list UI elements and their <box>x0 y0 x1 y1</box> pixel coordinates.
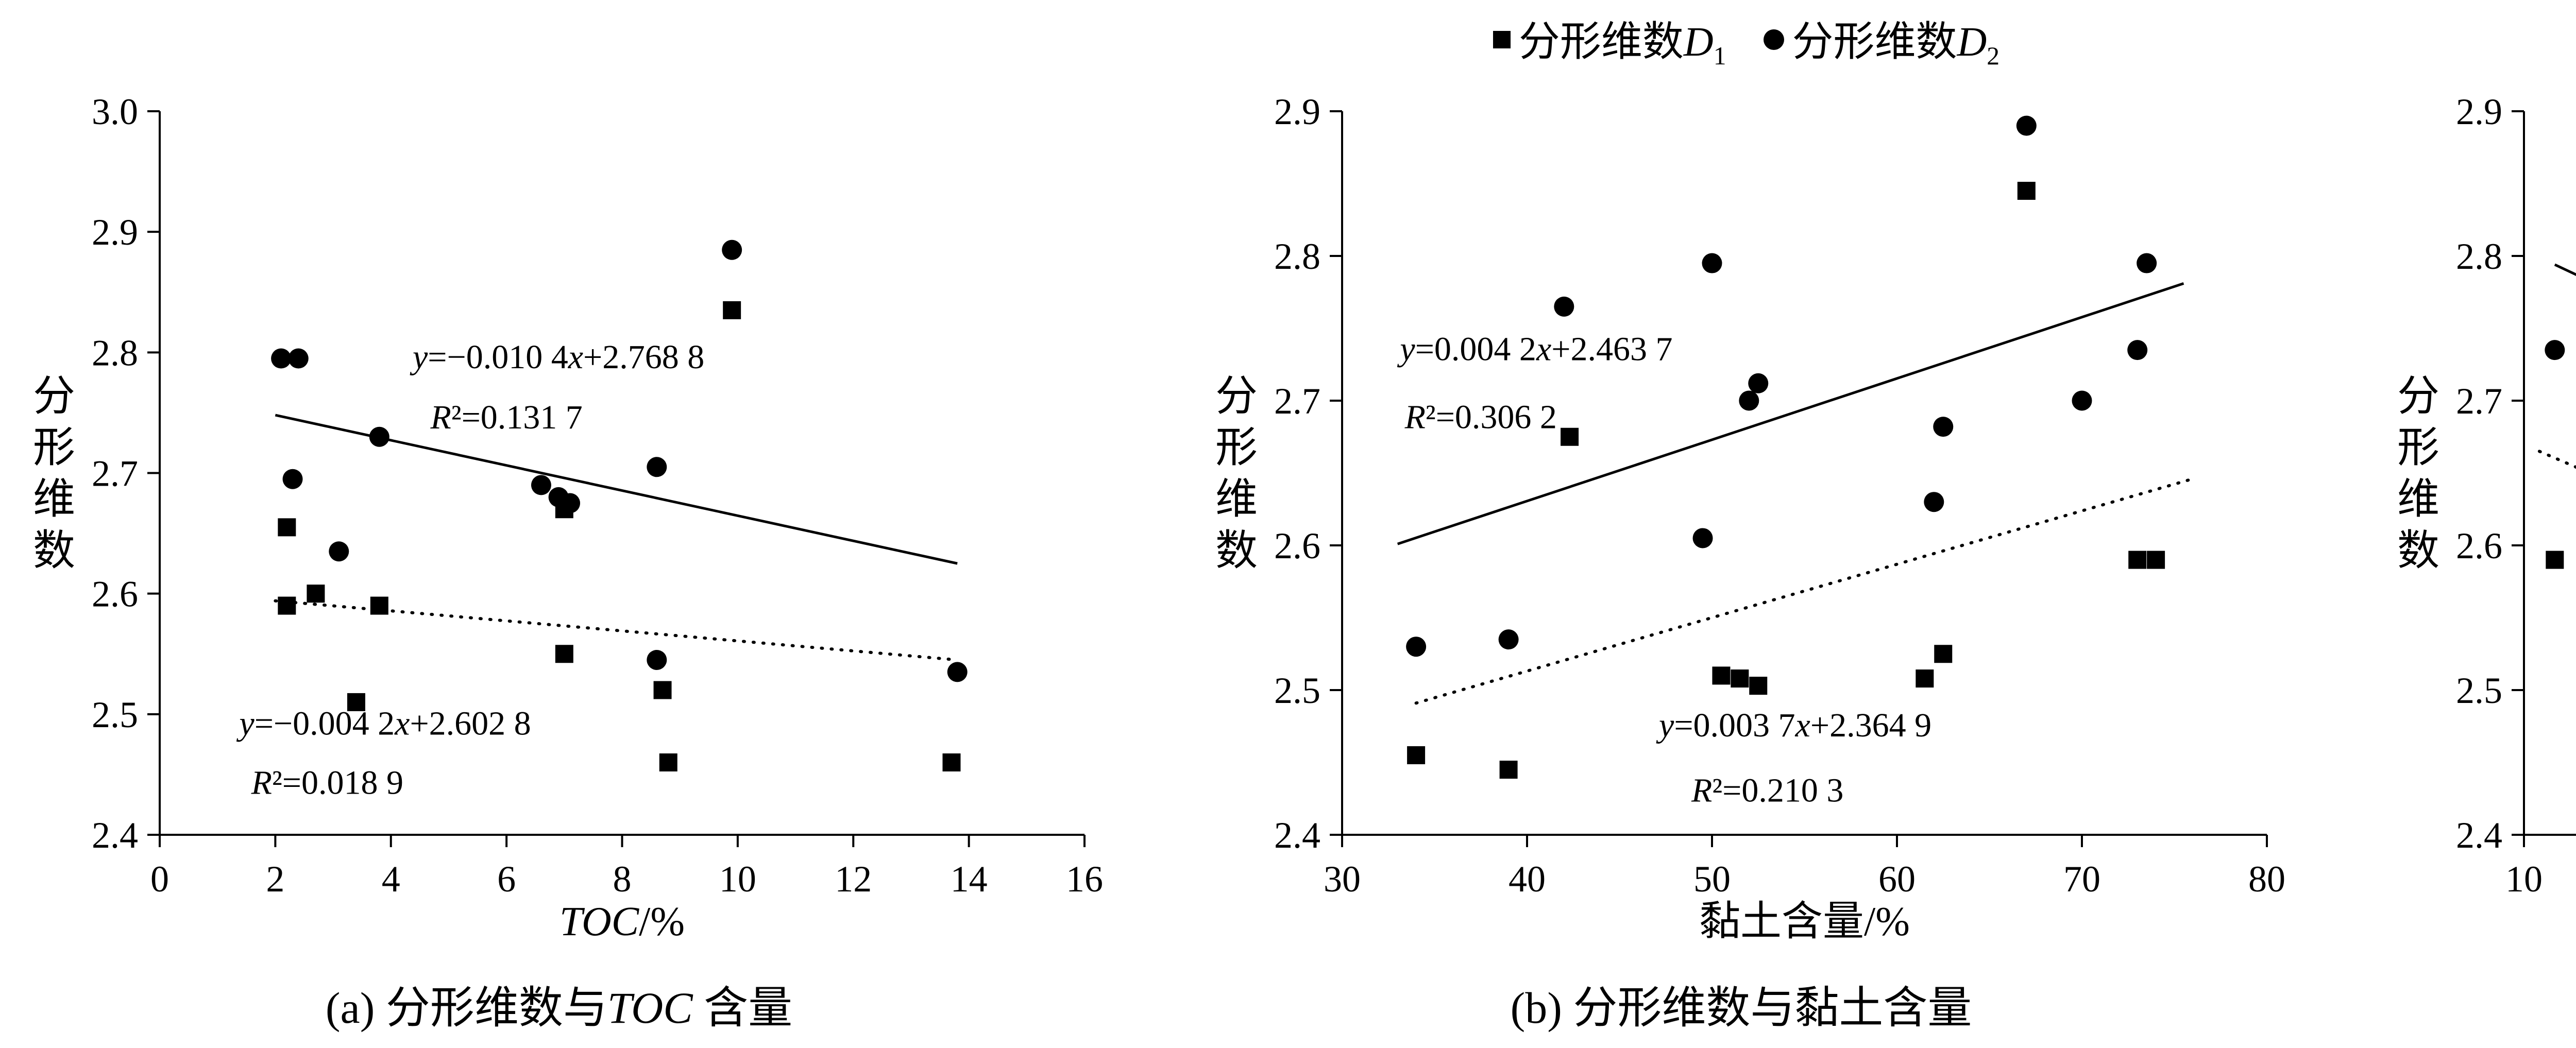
svg-text:12: 12 <box>835 858 872 900</box>
svg-text:R²=0.018 9: R²=0.018 9 <box>251 764 403 801</box>
svg-text:形: 形 <box>1215 424 1257 471</box>
svg-text:2.7: 2.7 <box>1274 381 1320 422</box>
tick-marks <box>2512 110 2525 847</box>
series-circle <box>1405 115 2157 657</box>
panel-a: 2.4 2.5 2.6 2.7 2.8 2.9 3.0 0 2 4 6 8 10 12 14 16 y=−0.0… <box>5 73 1113 1036</box>
svg-text:10: 10 <box>2505 858 2543 900</box>
fit-line-solid <box>2554 263 2576 276</box>
legend-item-d1: 分形维数D1 <box>1493 8 1726 71</box>
series-square <box>2546 551 2564 569</box>
svg-text:数: 数 <box>1215 527 1257 574</box>
svg-text:分: 分 <box>33 373 75 420</box>
svg-text:2.5: 2.5 <box>2456 670 2502 711</box>
svg-text:2.8: 2.8 <box>2456 236 2502 277</box>
fit-line-dotted <box>274 599 959 662</box>
svg-text:R²=0.210 3: R²=0.210 3 <box>1691 771 1843 809</box>
legend-item-d2: 分形维数D2 <box>1763 8 2000 71</box>
y-axis-label: 分形维数 <box>1215 373 1257 574</box>
charts-row: 2.4 2.5 2.6 2.7 2.8 2.9 3.0 0 2 4 6 8 10 12 14 16 y=−0.0… <box>0 71 2576 1036</box>
legend: 分形维数D1 分形维数D2 <box>0 0 2576 71</box>
svg-text:维: 维 <box>1215 476 1257 523</box>
svg-text:2.6: 2.6 <box>92 574 138 615</box>
svg-text:70: 70 <box>2063 858 2100 900</box>
svg-text:50: 50 <box>1693 858 1731 900</box>
series-square <box>1406 182 2165 779</box>
caption-c: (c) 分形维数与石英含量 <box>2369 971 2576 1036</box>
svg-text:y=−0.010 4x+2.768 8: y=−0.010 4x+2.768 8 <box>410 338 704 376</box>
legend-label-d1: 分形维数D1 <box>1518 20 1726 70</box>
svg-text:2.5: 2.5 <box>1274 670 1320 711</box>
svg-text:16: 16 <box>1066 858 1103 900</box>
y-axis-label: 分形维数 <box>2397 373 2439 574</box>
series-circle <box>271 239 968 682</box>
svg-text:40: 40 <box>1509 858 1546 900</box>
svg-text:2.8: 2.8 <box>92 332 138 373</box>
svg-text:2.9: 2.9 <box>1274 91 1320 132</box>
caption-a: (a) 分形维数与TOC 含量 <box>325 983 793 1033</box>
svg-text:2.6: 2.6 <box>2456 525 2502 566</box>
svg-text:30: 30 <box>1324 858 1361 900</box>
svg-text:分: 分 <box>2397 373 2439 420</box>
caption-b: (b) 分形维数与黏土含量 <box>1510 983 1972 1033</box>
svg-text:0: 0 <box>150 858 169 900</box>
axes <box>1341 111 2267 836</box>
chart-a: 2.4 2.5 2.6 2.7 2.8 2.9 3.0 0 2 4 6 8 10 12 14 16 y=−0.0… <box>33 91 1103 944</box>
svg-text:数: 数 <box>33 527 75 574</box>
svg-text:2.4: 2.4 <box>92 815 138 856</box>
svg-text:R²=0.306 2: R²=0.306 2 <box>1404 398 1556 436</box>
svg-text:形: 形 <box>2397 424 2439 471</box>
svg-text:60: 60 <box>1878 858 1916 900</box>
fit-line-dotted <box>2537 450 2576 469</box>
svg-text:2.5: 2.5 <box>92 694 138 735</box>
tick-labels: 2.42.52.62.72.82.910203040506070 <box>2456 91 2543 900</box>
svg-text:2.4: 2.4 <box>2456 815 2502 856</box>
svg-text:形: 形 <box>33 424 75 471</box>
svg-text:2.7: 2.7 <box>2456 381 2502 422</box>
panel-b: 2.4 2.5 2.6 2.7 2.8 2.9 30 40 50 60 70 80 y=0.004 2x… <box>1188 73 2295 1036</box>
series-square <box>278 301 961 771</box>
axes <box>2523 111 2576 836</box>
svg-text:2: 2 <box>266 858 284 900</box>
tick-labels: 2.4 2.5 2.6 2.7 2.8 2.9 3.0 0 2 4 6 8 10 12 14 16 <box>92 91 1103 900</box>
fit-line-dotted <box>1414 477 2194 705</box>
series-circle <box>2545 340 2565 360</box>
svg-text:y=0.004 2x+2.463 7: y=0.004 2x+2.463 7 <box>1397 330 1672 368</box>
svg-text:14: 14 <box>951 858 988 900</box>
y-axis-label: 分形维数 <box>33 373 75 574</box>
fit-line-solid <box>275 414 958 565</box>
svg-text:8: 8 <box>613 858 632 900</box>
panel-c: 2.42.52.62.72.82.910203040506070y=−0.005… <box>2369 73 2576 1036</box>
tick-marks <box>1329 110 2268 847</box>
svg-text:维: 维 <box>2397 476 2439 523</box>
svg-text:2.8: 2.8 <box>1274 236 1320 277</box>
svg-text:2.7: 2.7 <box>92 453 138 494</box>
svg-text:2.9: 2.9 <box>2456 91 2502 132</box>
svg-text:2.6: 2.6 <box>1274 525 1320 566</box>
svg-text:2.4: 2.4 <box>1274 815 1320 856</box>
svg-text:6: 6 <box>497 858 516 900</box>
x-axis-label: TOC/% <box>560 899 685 944</box>
tick-labels: 2.4 2.5 2.6 2.7 2.8 2.9 30 40 50 60 70 80 <box>1274 91 2285 900</box>
svg-text:分: 分 <box>1215 373 1257 420</box>
svg-text:y=−0.004 2x+2.602 8: y=−0.004 2x+2.602 8 <box>236 705 531 743</box>
tick-marks <box>147 110 1086 847</box>
legend-label-d2: 分形维数D2 <box>1792 20 2000 70</box>
circle-marker-icon <box>1763 29 1784 50</box>
x-axis-label: 黏土含量/% <box>1699 899 1910 944</box>
svg-text:80: 80 <box>2248 858 2285 900</box>
svg-text:10: 10 <box>719 858 756 900</box>
chart-c: 2.42.52.62.72.82.910203040506070y=−0.005… <box>2397 91 2576 900</box>
svg-text:数: 数 <box>2397 527 2439 574</box>
svg-text:3.0: 3.0 <box>92 91 138 132</box>
chart-b: 2.4 2.5 2.6 2.7 2.8 2.9 30 40 50 60 70 80 y=0.004 2x… <box>1215 91 2285 944</box>
svg-text:R²=0.131 7: R²=0.131 7 <box>430 399 582 436</box>
svg-text:2.9: 2.9 <box>92 212 138 253</box>
square-marker-icon <box>1493 30 1511 48</box>
svg-text:4: 4 <box>382 858 400 900</box>
svg-text:y=0.003 7x+2.364 9: y=0.003 7x+2.364 9 <box>1656 707 1931 744</box>
svg-text:维: 维 <box>33 476 75 523</box>
fit-line-solid <box>1397 282 2184 545</box>
